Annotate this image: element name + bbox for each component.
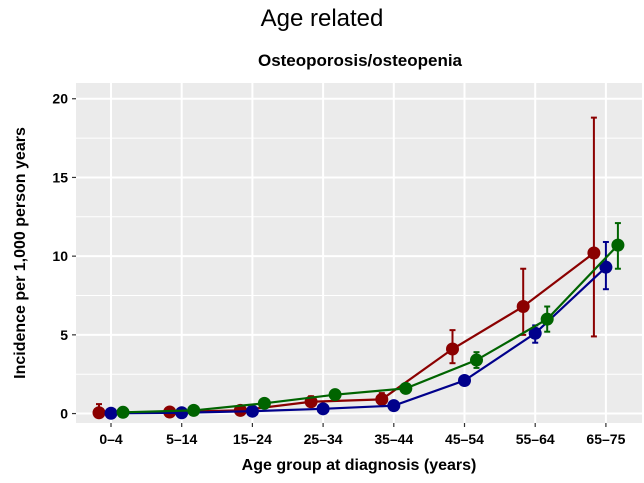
- data-point: [446, 342, 459, 356]
- data-point: [175, 406, 189, 420]
- data-point: [611, 238, 625, 252]
- data-point: [316, 402, 330, 416]
- y-tick-label: 0: [60, 406, 68, 422]
- chart-subtitle: Osteoporosis/osteopenia: [258, 51, 463, 70]
- data-series: [92, 116, 625, 420]
- data-point: [516, 300, 530, 314]
- y-tick-label: 20: [52, 91, 68, 107]
- x-axis-label: Age group at diagnosis (years): [242, 457, 477, 474]
- gridlines: [76, 83, 642, 423]
- y-tick-label: 10: [52, 248, 68, 264]
- data-point: [387, 399, 401, 413]
- data-point: [375, 392, 389, 406]
- x-tick-label: 15–24: [233, 431, 272, 447]
- data-point: [599, 260, 613, 274]
- plot-panel: [76, 83, 642, 423]
- x-tick-label: 65–75: [586, 431, 625, 447]
- y-tick-label: 5: [60, 327, 68, 343]
- data-point: [399, 381, 413, 395]
- data-point: [257, 396, 271, 410]
- x-tick-label: 0–4: [99, 431, 123, 447]
- x-tick-label: 55–64: [516, 431, 555, 447]
- chart-title: Age related: [261, 5, 384, 32]
- x-tick-label: 25–34: [304, 431, 343, 447]
- data-point: [116, 405, 130, 419]
- data-point: [92, 406, 106, 420]
- data-point: [470, 353, 483, 367]
- data-point: [187, 403, 201, 417]
- x-tick-label: 45–54: [445, 431, 484, 447]
- x-axis-ticks: 0–4 5–14 15–24 25–34 35–44 45–54 55–64 65–75: [99, 423, 626, 447]
- y-axis-label: Incidence per 1,000 person years: [12, 127, 29, 379]
- data-point: [458, 374, 471, 387]
- series-3: [116, 222, 625, 419]
- data-point: [104, 406, 118, 420]
- data-point: [540, 312, 554, 326]
- data-point: [245, 404, 259, 418]
- data-point: [587, 246, 601, 260]
- x-tick-label: 5–14: [166, 431, 197, 447]
- y-tick-label: 15: [52, 169, 68, 185]
- x-tick-label: 35–44: [374, 431, 413, 447]
- y-axis-ticks: 0 5 10 15 20: [52, 91, 76, 422]
- data-point: [528, 326, 542, 340]
- series-line: [122, 244, 619, 414]
- data-point: [328, 388, 342, 402]
